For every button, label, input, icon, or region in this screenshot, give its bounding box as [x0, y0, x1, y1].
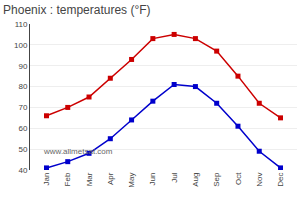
- svg-text:Sep: Sep: [212, 172, 221, 187]
- svg-text:Apr: Apr: [106, 172, 115, 185]
- svg-text:Jan: Jan: [42, 173, 51, 186]
- svg-text:110: 110: [15, 20, 28, 29]
- svg-text:Jul: Jul: [170, 172, 179, 182]
- svg-text:Nov: Nov: [255, 173, 264, 187]
- svg-text:50: 50: [18, 145, 27, 154]
- svg-text:Oct: Oct: [234, 172, 243, 185]
- svg-text:90: 90: [18, 62, 27, 71]
- svg-text:May: May: [127, 173, 136, 188]
- svg-text:80: 80: [18, 82, 27, 91]
- svg-text:70: 70: [18, 103, 27, 112]
- svg-text:60: 60: [18, 124, 27, 133]
- svg-text:100: 100: [14, 41, 28, 50]
- svg-text:Jun: Jun: [148, 173, 157, 186]
- svg-text:Mar: Mar: [85, 172, 94, 186]
- svg-text:Phoenix : temperatures (°F): Phoenix : temperatures (°F): [3, 3, 151, 17]
- svg-text:www.allmetsat.com: www.allmetsat.com: [43, 147, 113, 156]
- svg-text:40: 40: [18, 166, 27, 175]
- svg-text:Feb: Feb: [63, 172, 72, 186]
- svg-text:Dec: Dec: [276, 173, 285, 187]
- svg-text:Aug: Aug: [191, 173, 200, 187]
